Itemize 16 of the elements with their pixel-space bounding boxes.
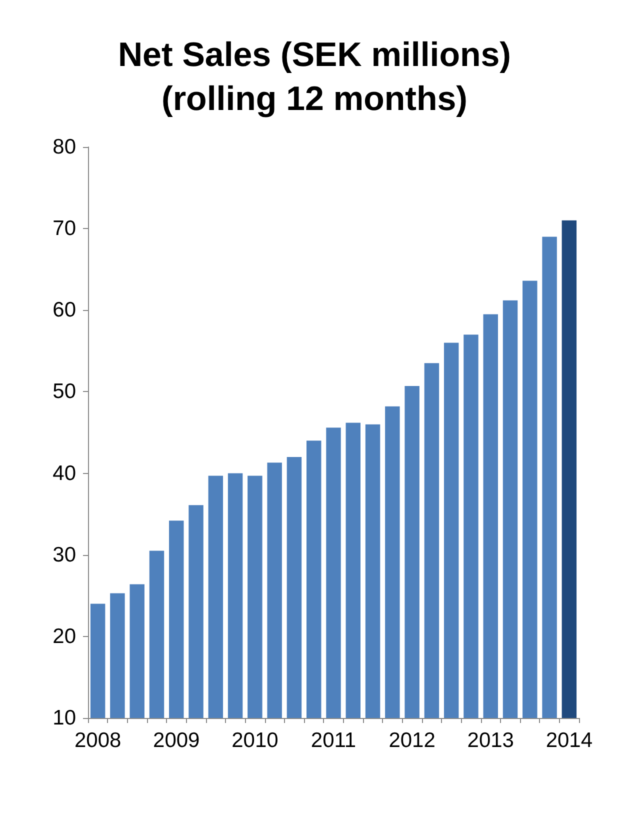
y-tick-label: 70 bbox=[52, 217, 76, 240]
y-tick-label: 20 bbox=[52, 624, 76, 648]
y-tick-label: 60 bbox=[52, 298, 76, 322]
y-tick-label: 80 bbox=[52, 136, 76, 158]
y-tick-label: 40 bbox=[52, 462, 76, 485]
y-tick-label: 50 bbox=[52, 380, 76, 404]
x-tick-label: 2011 bbox=[310, 729, 356, 752]
x-tick-label: 2010 bbox=[232, 729, 278, 752]
y-tick-label: 30 bbox=[52, 543, 76, 566]
x-tick-label: 2013 bbox=[467, 729, 514, 752]
x-tick-label: 2012 bbox=[388, 729, 436, 752]
y-tick-label: 10 bbox=[52, 706, 76, 730]
x-tick-label: 2008 bbox=[74, 729, 122, 752]
chart-title: Net Sales (SEK millions) (rolling 12 months) bbox=[118, 36, 511, 118]
x-tick-label: 2014 bbox=[546, 729, 593, 752]
x-tick-label: 2009 bbox=[153, 729, 200, 752]
